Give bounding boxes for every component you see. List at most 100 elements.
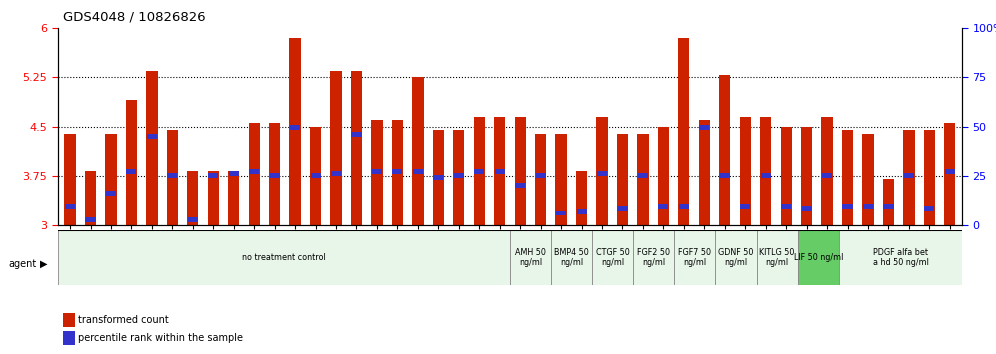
Bar (229, 171, 239, 176)
Bar (597, 171, 608, 176)
Bar (412, 169, 423, 173)
Bar (454, 173, 464, 178)
Bar (515, 183, 525, 188)
Text: CTGF 50
ng/ml: CTGF 50 ng/ml (596, 248, 629, 267)
Text: AMH 50
ng/ml: AMH 50 ng/ml (515, 248, 546, 267)
Bar (311, 173, 321, 178)
Bar (352, 132, 362, 137)
Text: ▶: ▶ (40, 259, 48, 269)
Bar (392, 169, 402, 173)
Bar (923, 130, 935, 225)
Bar (637, 135, 648, 225)
Bar (843, 204, 853, 209)
Bar (106, 191, 116, 196)
Bar (577, 209, 587, 214)
Bar (637, 173, 648, 178)
Bar (781, 204, 791, 209)
Bar (249, 169, 259, 173)
Text: GDNF 50
ng/ml: GDNF 50 ng/ml (718, 248, 754, 267)
Text: KITLG 50
ng/ml: KITLG 50 ng/ml (760, 248, 795, 267)
Bar (798, 230, 839, 285)
Bar (372, 120, 382, 225)
Bar (944, 123, 955, 225)
Bar (903, 130, 914, 225)
Bar (331, 171, 341, 176)
Bar (432, 130, 444, 225)
Bar (678, 38, 689, 225)
Bar (593, 230, 633, 285)
Bar (760, 117, 771, 225)
Bar (269, 123, 280, 225)
Bar (166, 130, 178, 225)
Bar (208, 173, 218, 178)
Text: percentile rank within the sample: percentile rank within the sample (78, 333, 243, 343)
Bar (924, 206, 934, 211)
Text: FGF7 50
ng/ml: FGF7 50 ng/ml (678, 248, 711, 267)
Bar (556, 135, 567, 225)
Text: LIF 50 ng/ml: LIF 50 ng/ml (794, 253, 843, 262)
Bar (633, 230, 674, 285)
Bar (290, 38, 301, 225)
Bar (515, 117, 526, 225)
Text: GDS4048 / 10826826: GDS4048 / 10826826 (63, 11, 205, 24)
Bar (85, 171, 97, 225)
Bar (822, 117, 833, 225)
Text: PDGF alfa bet
a hd 50 ng/ml: PDGF alfa bet a hd 50 ng/ml (872, 248, 928, 267)
Bar (863, 204, 873, 209)
Bar (781, 127, 792, 225)
Bar (495, 169, 505, 173)
Bar (58, 230, 510, 285)
Text: transformed count: transformed count (78, 315, 168, 325)
Bar (228, 171, 239, 225)
Bar (474, 169, 484, 173)
Bar (187, 171, 198, 225)
Bar (433, 175, 443, 180)
Text: no treatment control: no treatment control (242, 253, 326, 262)
Bar (453, 130, 464, 225)
Bar (126, 169, 136, 173)
Bar (740, 204, 750, 209)
Bar (863, 135, 873, 225)
Bar (842, 130, 854, 225)
Bar (510, 230, 551, 285)
Bar (839, 230, 962, 285)
Bar (106, 135, 117, 225)
Bar (802, 206, 812, 211)
Bar (65, 135, 76, 225)
Bar (249, 123, 260, 225)
Bar (904, 173, 914, 178)
Bar (167, 173, 177, 178)
Bar (674, 230, 715, 285)
Bar (146, 71, 157, 225)
Bar (719, 75, 730, 225)
Bar (657, 127, 669, 225)
Bar (699, 120, 710, 225)
Bar (757, 230, 798, 285)
Bar (551, 230, 593, 285)
Bar (740, 117, 751, 225)
Bar (720, 173, 730, 178)
Bar (883, 204, 893, 209)
Bar (761, 173, 771, 178)
Bar (715, 230, 757, 285)
Bar (699, 125, 709, 130)
Text: BMP4 50
ng/ml: BMP4 50 ng/ml (554, 248, 589, 267)
Bar (310, 127, 321, 225)
Text: FGF2 50
ng/ml: FGF2 50 ng/ml (637, 248, 670, 267)
Bar (536, 173, 546, 178)
Bar (576, 171, 588, 225)
Bar (146, 134, 157, 139)
Bar (494, 117, 505, 225)
Bar (822, 173, 833, 178)
Bar (331, 71, 342, 225)
Bar (290, 125, 300, 130)
Bar (618, 206, 627, 211)
Bar (474, 117, 485, 225)
Bar (207, 171, 219, 225)
Bar (617, 135, 628, 225)
Bar (535, 135, 546, 225)
Bar (125, 101, 137, 225)
Bar (372, 169, 382, 173)
Bar (556, 211, 566, 216)
Bar (270, 173, 280, 178)
